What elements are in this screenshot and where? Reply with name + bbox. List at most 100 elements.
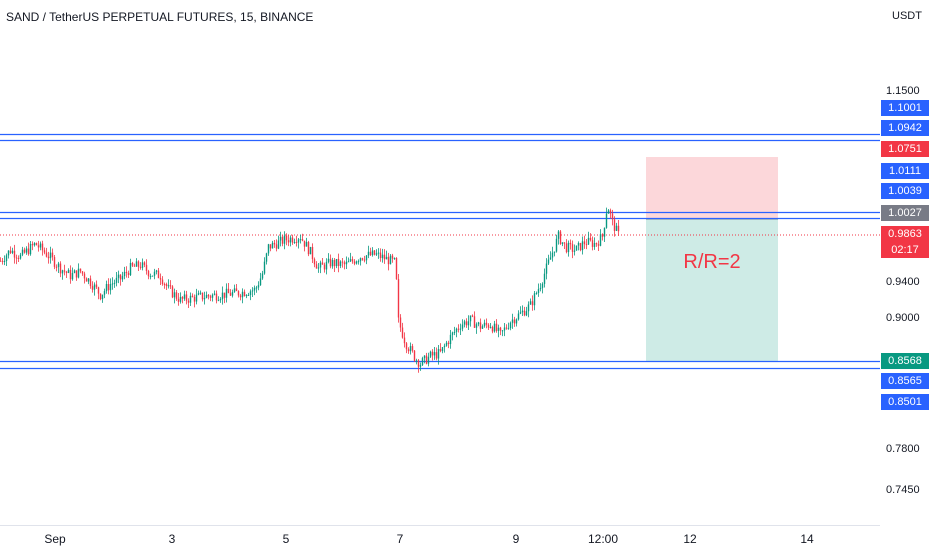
candle-body	[487, 324, 490, 328]
candle-body	[425, 355, 428, 364]
time-axis[interactable]: Sep 3 5 7 9 12:00 12 14	[0, 525, 880, 551]
level-lines	[0, 133, 880, 370]
candle-body	[325, 261, 328, 270]
candle-body	[253, 287, 256, 291]
candle-body	[569, 242, 572, 245]
candle-body	[467, 321, 470, 326]
candle-body	[607, 210, 610, 214]
candle-body	[257, 285, 260, 288]
time-tick-label: 5	[282, 532, 290, 546]
candle-body	[43, 250, 46, 253]
candle-body	[263, 261, 266, 274]
chart-plot-area[interactable]: SAND / TetherUS PERPETUAL FUTURES, 15, B…	[0, 0, 880, 525]
candle-body	[201, 292, 204, 300]
candle-body	[547, 259, 550, 264]
price-tick-label: 0.9000	[886, 312, 920, 324]
candle-body	[333, 260, 336, 267]
axis-unit-label: USDT	[892, 10, 922, 22]
candle-body	[427, 356, 430, 364]
candle-body	[435, 352, 438, 359]
candle-body	[19, 254, 22, 259]
candle-body	[473, 316, 476, 328]
candle-body	[147, 270, 150, 277]
time-tick-label: 3	[168, 532, 176, 546]
price-tick-label: 0.7800	[886, 443, 920, 455]
candle-body	[535, 292, 538, 294]
candle-body	[335, 258, 338, 267]
candle-body	[395, 258, 398, 280]
price-axis[interactable]: USDT 1.1500 0.9400 0.9000 0.7800 0.7450 1.10…	[880, 0, 932, 525]
candle-body	[79, 268, 82, 272]
chart-svg: R/R=2	[0, 133, 880, 373]
candle-body	[245, 295, 248, 297]
candle-body	[485, 322, 488, 325]
candle-body	[479, 322, 482, 329]
candle-body	[541, 283, 544, 288]
candle-body	[331, 260, 334, 267]
candle-body	[305, 242, 308, 247]
candle-body	[0, 260, 2, 262]
candle-body	[423, 355, 426, 359]
candle-body	[341, 261, 344, 263]
candle-body	[157, 270, 160, 279]
candle-body	[145, 264, 148, 271]
candle-body	[111, 283, 114, 285]
price-tick-label: 0.7450	[886, 484, 920, 496]
candle-body	[27, 248, 30, 255]
candle-body	[159, 278, 162, 280]
candle-body	[343, 262, 346, 265]
candle-body	[227, 288, 230, 294]
candle-body	[611, 213, 614, 220]
candle-body	[517, 313, 520, 320]
candle-body	[107, 284, 110, 291]
candle-body	[173, 292, 176, 298]
candle-body	[71, 273, 74, 280]
candle-body	[587, 237, 590, 245]
candle-body	[327, 258, 330, 262]
price-badge: 0.8501	[881, 394, 929, 410]
candle-body	[443, 345, 446, 348]
candle-body	[461, 324, 464, 329]
candle-body	[299, 239, 302, 241]
candle-body	[237, 291, 240, 296]
candle-body	[177, 298, 180, 302]
candle-body	[589, 237, 592, 241]
candle-body	[419, 365, 422, 367]
candle-body	[369, 251, 372, 256]
price-badge: 0.9863	[881, 226, 929, 242]
risk-reward-label: R/R=2	[683, 251, 740, 273]
stop-loss-zone	[646, 157, 778, 219]
candle-body	[565, 243, 568, 253]
time-tick-label: Sep	[44, 532, 66, 546]
candle-body	[65, 271, 68, 273]
candle-body	[73, 270, 76, 274]
candle-body	[279, 236, 282, 241]
candle-body	[319, 262, 322, 268]
candle-body	[409, 346, 412, 352]
candle-body	[207, 294, 210, 297]
candle-body	[405, 343, 408, 350]
candle-body	[275, 244, 278, 249]
candle-body	[139, 266, 142, 268]
candle-body	[63, 270, 66, 272]
candle-body	[151, 275, 154, 277]
candle-body	[603, 227, 606, 237]
candle-body	[199, 292, 202, 294]
candle-body	[605, 213, 608, 228]
candle-body	[55, 266, 58, 268]
candle-body	[561, 242, 564, 244]
candle-body	[15, 257, 18, 259]
candle-body	[573, 250, 576, 252]
candle-body	[595, 243, 598, 245]
candle-body	[519, 312, 522, 314]
candle-body	[103, 291, 106, 295]
candle-body	[259, 278, 262, 286]
candle-body	[505, 327, 508, 329]
candle-body	[75, 270, 78, 278]
candle-body	[559, 231, 562, 244]
candle-body	[271, 242, 274, 249]
candle-body	[411, 346, 414, 351]
candle-body	[475, 324, 478, 328]
candle-body	[483, 322, 486, 327]
candle-body	[77, 268, 80, 278]
